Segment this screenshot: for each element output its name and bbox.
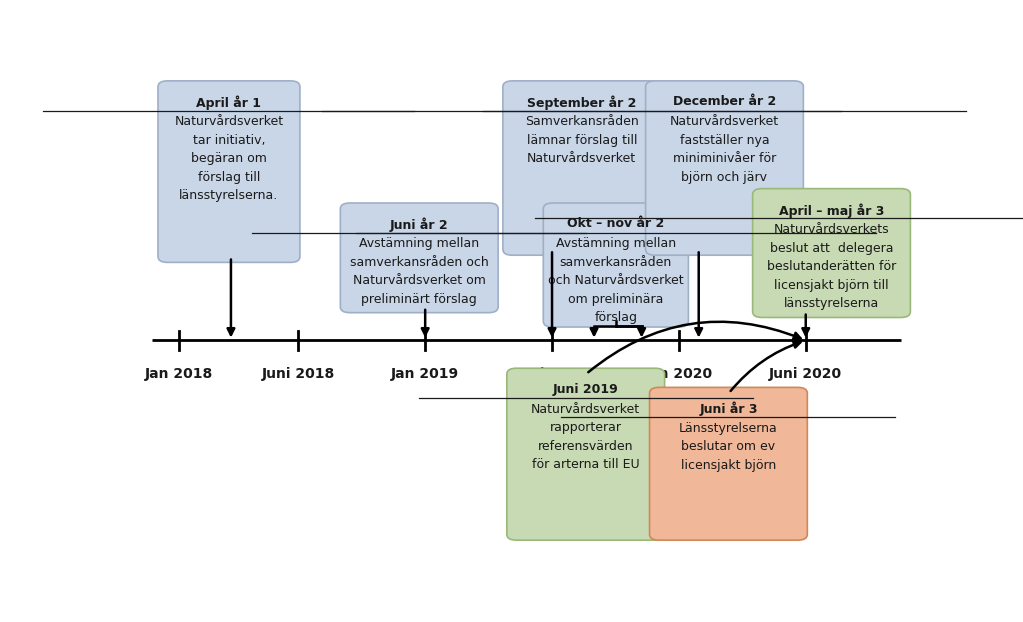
Text: Naturvårdsverket
fastställer nya
miniminivåer för
björn och järv: Naturvårdsverket fastställer nya minimin… — [670, 115, 780, 184]
Text: Jan 2018: Jan 2018 — [145, 367, 214, 381]
Text: Jan 2019: Jan 2019 — [391, 367, 459, 381]
FancyBboxPatch shape — [503, 81, 661, 255]
Text: Juni 2019: Juni 2019 — [552, 383, 619, 396]
Text: Juni år 2: Juni år 2 — [390, 217, 448, 232]
Text: April år 1: April år 1 — [196, 95, 262, 110]
Text: Juni 2020: Juni 2020 — [769, 367, 842, 381]
Text: Juni 2018: Juni 2018 — [262, 367, 335, 381]
Text: Okt – nov år 2: Okt – nov år 2 — [567, 217, 665, 230]
Text: Avstämning mellan
samverkansråden och
Naturvårdsverket om
preliminärt förslag: Avstämning mellan samverkansråden och Na… — [350, 238, 489, 306]
Text: Naturvårdsverket
rapporterar
referensvärden
för arterna till EU: Naturvårdsverket rapporterar referensvär… — [531, 402, 640, 471]
Text: Juni år 3: Juni år 3 — [699, 402, 758, 416]
Text: April – maj år 3: April – maj år 3 — [779, 203, 884, 218]
Text: December år 2: December år 2 — [673, 95, 776, 108]
FancyBboxPatch shape — [506, 368, 665, 540]
Text: Jan 2020: Jan 2020 — [644, 367, 713, 381]
FancyBboxPatch shape — [753, 188, 910, 317]
FancyBboxPatch shape — [158, 81, 300, 262]
Text: September år 2: September år 2 — [527, 95, 636, 110]
FancyBboxPatch shape — [650, 388, 807, 540]
Text: Naturvårdsverket
tar initiativ,
begäran om
förslag till
länsstyrelserna.: Naturvårdsverket tar initiativ, begäran … — [174, 115, 283, 202]
FancyBboxPatch shape — [646, 81, 803, 255]
Text: Samverkansråden
lämnar förslag till
Naturvårdsverket: Samverkansråden lämnar förslag till Natu… — [525, 115, 638, 165]
FancyBboxPatch shape — [341, 203, 498, 313]
FancyBboxPatch shape — [543, 203, 688, 327]
Text: Naturvårdsverkets
beslut att  delegera
beslutanderätten för
licensjakt björn til: Naturvårdsverkets beslut att delegera be… — [767, 223, 896, 310]
Text: Länsstyrelserna
beslutar om ev
licensjakt björn: Länsstyrelserna beslutar om ev licensjak… — [679, 422, 777, 472]
Text: Juni 2019: Juni 2019 — [516, 367, 588, 381]
Text: Avstämning mellan
samverkansråden
och Naturvårdsverket
om preliminära
förslag: Avstämning mellan samverkansråden och Na… — [548, 238, 683, 325]
